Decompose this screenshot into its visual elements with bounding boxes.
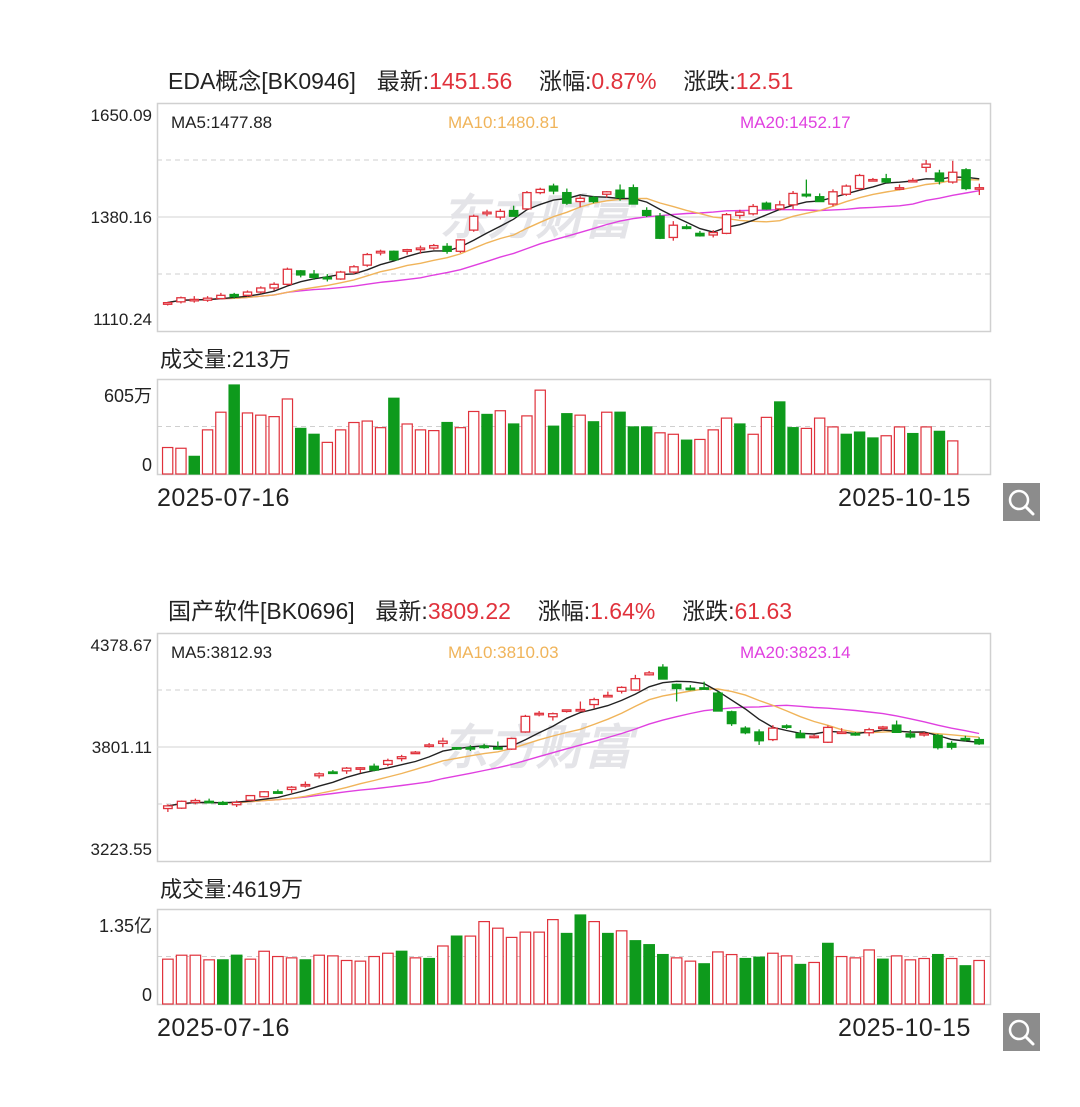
end-date: 2025-10-15 (838, 484, 971, 512)
latest-label: 最新: (375, 598, 428, 624)
latest-value: 1451.56 (429, 68, 513, 94)
candlestick-chart[interactable]: 东方财富 (0, 0, 1080, 530)
search-icon (1008, 1019, 1035, 1046)
y-axis-bottom: 1110.24 (93, 310, 152, 329)
panel-title: 国产软件[BK0696] 最新:3809.22 涨幅:1.64% 涨跌:61.6… (168, 592, 792, 626)
y-axis-mid: 3801.11 (91, 738, 152, 757)
chart-panel-eda: EDA概念[BK0946] 最新:1451.56 涨幅:0.87% 涨跌:12.… (0, 0, 1080, 530)
volume-label: 成交量:4619万 (160, 877, 304, 902)
y-axis-top: 4378.67 (90, 636, 152, 655)
volume-axis-bottom: 0 (141, 455, 152, 475)
y-axis-top: 1650.09 (90, 106, 152, 125)
change-pct-value: 0.87% (591, 68, 657, 94)
ma10-legend: MA10:1480.81 (448, 113, 559, 132)
volume-axis-top: 605万 (103, 386, 152, 406)
change-label: 涨跌: (683, 68, 736, 94)
ma10-legend: MA10:3810.03 (448, 643, 559, 662)
change-value: 61.63 (734, 598, 793, 624)
chart-panel-domestic-software: 国产软件[BK0696] 最新:3809.22 涨幅:1.64% 涨跌:61.6… (0, 530, 1080, 1060)
index-name-code: 国产软件[BK0696] (168, 598, 355, 624)
change-pct-label: 涨幅: (539, 68, 592, 94)
search-button[interactable] (1003, 483, 1040, 521)
ma5-legend: MA5:1477.88 (171, 113, 273, 132)
panel-title: EDA概念[BK0946] 最新:1451.56 涨幅:0.87% 涨跌:12.… (168, 62, 793, 96)
change-value: 12.51 (735, 68, 794, 94)
change-pct-value: 1.64% (590, 598, 656, 624)
search-button[interactable] (1003, 1013, 1040, 1051)
ma20-legend: MA20:1452.17 (740, 113, 851, 132)
index-name-code: EDA概念[BK0946] (168, 68, 356, 94)
change-pct-label: 涨幅: (537, 598, 591, 624)
search-icon (1008, 489, 1035, 516)
start-date: 2025-07-16 (157, 484, 290, 512)
ma20-legend: MA20:3823.14 (740, 643, 851, 662)
volume-axis-bottom: 0 (141, 985, 152, 1005)
end-date: 2025-10-15 (838, 1014, 971, 1042)
latest-value: 3809.22 (427, 598, 511, 624)
volume-label: 成交量:213万 (160, 347, 291, 372)
start-date: 2025-07-16 (157, 1014, 290, 1042)
ma5-legend: MA5:3812.93 (171, 643, 273, 662)
y-axis-mid: 1380.16 (90, 208, 152, 227)
y-axis-bottom: 3223.55 (90, 840, 152, 859)
latest-label: 最新: (376, 68, 430, 94)
candlestick-chart[interactable]: 东方财富 (0, 530, 1080, 1060)
change-label: 涨跌: (682, 598, 735, 624)
volume-axis-top: 1.35亿 (98, 916, 152, 936)
